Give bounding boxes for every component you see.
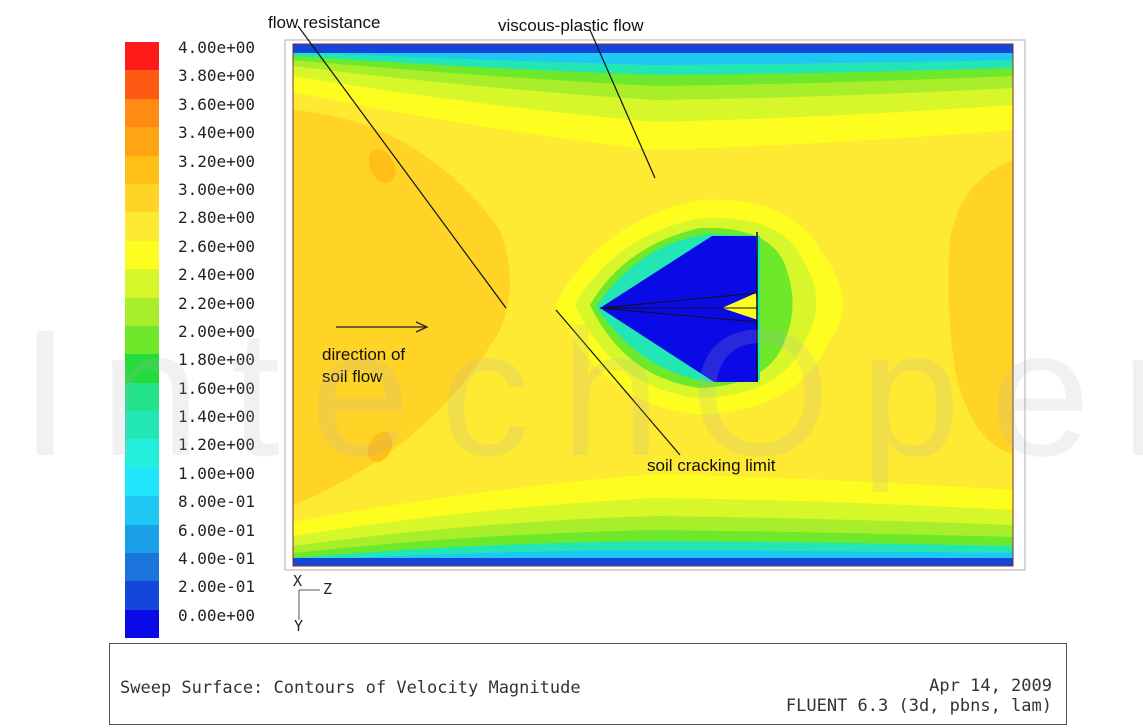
axis-z-label: Z (323, 580, 333, 598)
colorbar-tick-label: 3.80e+00 (178, 66, 256, 86)
contour-plot (284, 25, 1026, 620)
colorbar (125, 42, 159, 639)
colorbar-tick-label: 2.20e+00 (178, 293, 256, 313)
colorbar-swatch (125, 127, 159, 156)
hot-spot-lower (367, 431, 393, 463)
colorbar-tick-label: 1.40e+00 (178, 407, 256, 427)
footer-title: Sweep Surface: Contours of Velocity Magn… (120, 678, 581, 698)
colorbar-swatch (125, 524, 159, 554)
footer-box: Sweep Surface: Contours of Velocity Magn… (109, 643, 1067, 725)
colorbar-swatch (125, 354, 159, 383)
colorbar-tick-label: 2.00e-01 (178, 577, 256, 597)
annotation-flow-resistance: flow resistance (268, 13, 381, 32)
annotation-soil-cracking-limit: soil cracking limit (647, 456, 776, 475)
footer-date: Apr 14, 2009 (929, 676, 1052, 696)
contour-field (293, 44, 1013, 566)
top-wall (293, 44, 1013, 53)
colorbar-tick-label: 2.60e+00 (178, 236, 256, 256)
right-region (948, 160, 1013, 455)
leader-flow-resistance (297, 25, 507, 309)
annotation-viscous-plastic-flow: viscous-plastic flow (498, 16, 644, 35)
colorbar-swatch (125, 297, 159, 326)
colorbar-tick-label: 1.80e+00 (178, 350, 256, 370)
colorbar-tick-label: 0.00e+00 (178, 605, 256, 625)
colorbar-swatch (125, 240, 159, 270)
colorbar-tick-label: 3.00e+00 (178, 179, 256, 199)
colorbar-swatch (125, 609, 159, 639)
colorbar-swatch (125, 496, 159, 525)
colorbar-swatch (125, 382, 159, 412)
colorbar-tick-label: 1.60e+00 (178, 378, 256, 398)
colorbar-tick-label: 3.60e+00 (178, 94, 256, 114)
direction-arrow-head (415, 321, 429, 333)
hot-spot-upper (368, 148, 396, 184)
colorbar-tick-label: 2.80e+00 (178, 208, 256, 228)
annotation-direction-of-soil-flow: direction of soil flow (322, 345, 406, 386)
colorbar-swatch (125, 581, 159, 610)
colorbar-swatch (125, 439, 159, 468)
colorbar-tick-label: 3.20e+00 (178, 151, 256, 171)
tool-tip (722, 293, 758, 320)
colorbar-tick-label: 4.00e+00 (178, 38, 256, 57)
colorbar-swatch (125, 467, 159, 497)
colorbar-swatch (125, 42, 159, 71)
dead-zone (600, 236, 758, 382)
domain-frame (292, 43, 1014, 567)
colorbar-swatch (125, 70, 159, 99)
colorbar-swatch (125, 155, 159, 184)
axis-x-label: X (293, 572, 303, 590)
axis-y-label: Y (294, 617, 304, 635)
colorbar-swatch (125, 411, 159, 440)
colorbar-tick-label: 1.00e+00 (178, 463, 256, 483)
colorbar-tick-label: 8.00e-01 (178, 492, 256, 512)
colorbar-tick-labels: 4.00e+00 3.80e+00 3.60e+00 3.40e+00 3.20e+00… (178, 34, 255, 630)
leader-viscous-plastic (589, 29, 656, 179)
colorbar-swatch (125, 269, 159, 298)
colorbar-tick-label: 2.40e+00 (178, 265, 256, 285)
left-region (293, 110, 510, 505)
colorbar-swatch (125, 98, 159, 128)
colorbar-tick-label: 2.00e+00 (178, 321, 256, 341)
colorbar-swatch (125, 183, 159, 213)
colorbar-tick-label: 4.00e-01 (178, 549, 256, 569)
colorbar-swatch (125, 325, 159, 355)
footer-software: FLUENT 6.3 (3d, pbns, lam) (785, 696, 1052, 716)
bottom-wall (293, 558, 1013, 566)
colorbar-swatch (125, 212, 159, 241)
colorbar-tick-label: 3.40e+00 (178, 123, 256, 143)
colorbar-swatch (125, 553, 159, 582)
leader-soil-cracking (555, 309, 681, 456)
colorbar-tick-label: 1.20e+00 (178, 435, 256, 455)
colorbar-tick-label: 6.00e-01 (178, 520, 256, 540)
